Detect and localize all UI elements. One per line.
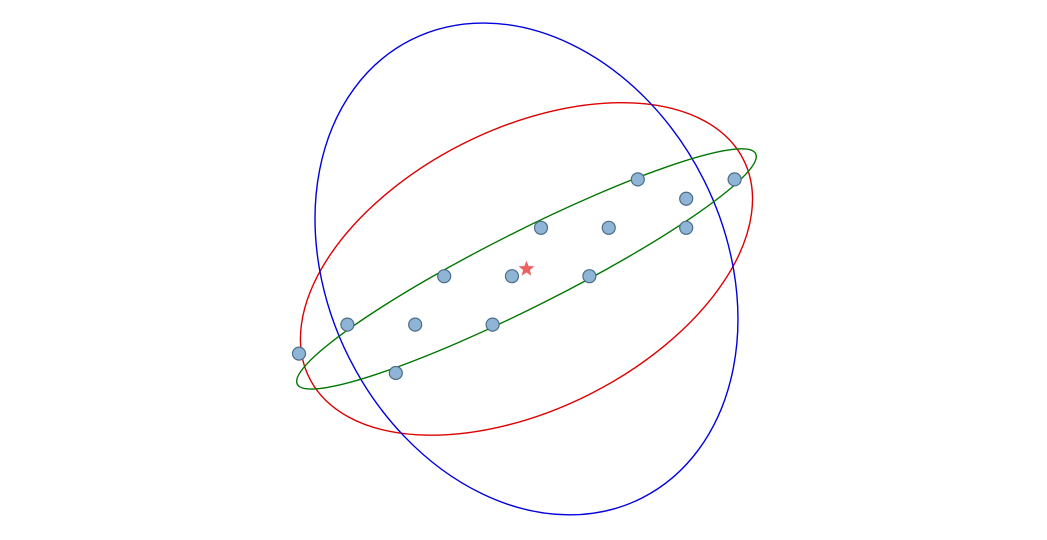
data-point-4: [408, 317, 423, 332]
data-point-3: [388, 365, 403, 381]
data-point-12: [679, 220, 694, 235]
data-point-2: [340, 317, 355, 332]
ellipse-1: [299, 101, 754, 436]
ellipse-3: [295, 148, 757, 390]
data-point-6: [485, 317, 500, 332]
data-point-13: [679, 191, 694, 206]
data-point-7: [504, 269, 520, 284]
data-point-8: [533, 220, 549, 235]
data-point-5: [437, 269, 452, 284]
mean-star-marker: [518, 260, 535, 276]
mean-layer: [518, 260, 535, 276]
data-point-10: [601, 220, 616, 235]
data-point-9: [582, 269, 597, 284]
data-point-14: [727, 172, 742, 187]
ellipse-2: [314, 22, 739, 516]
data-point-11: [630, 172, 645, 187]
points-layer: [291, 172, 742, 381]
data-point-1: [291, 346, 307, 361]
ellipses-layer: [295, 22, 757, 516]
